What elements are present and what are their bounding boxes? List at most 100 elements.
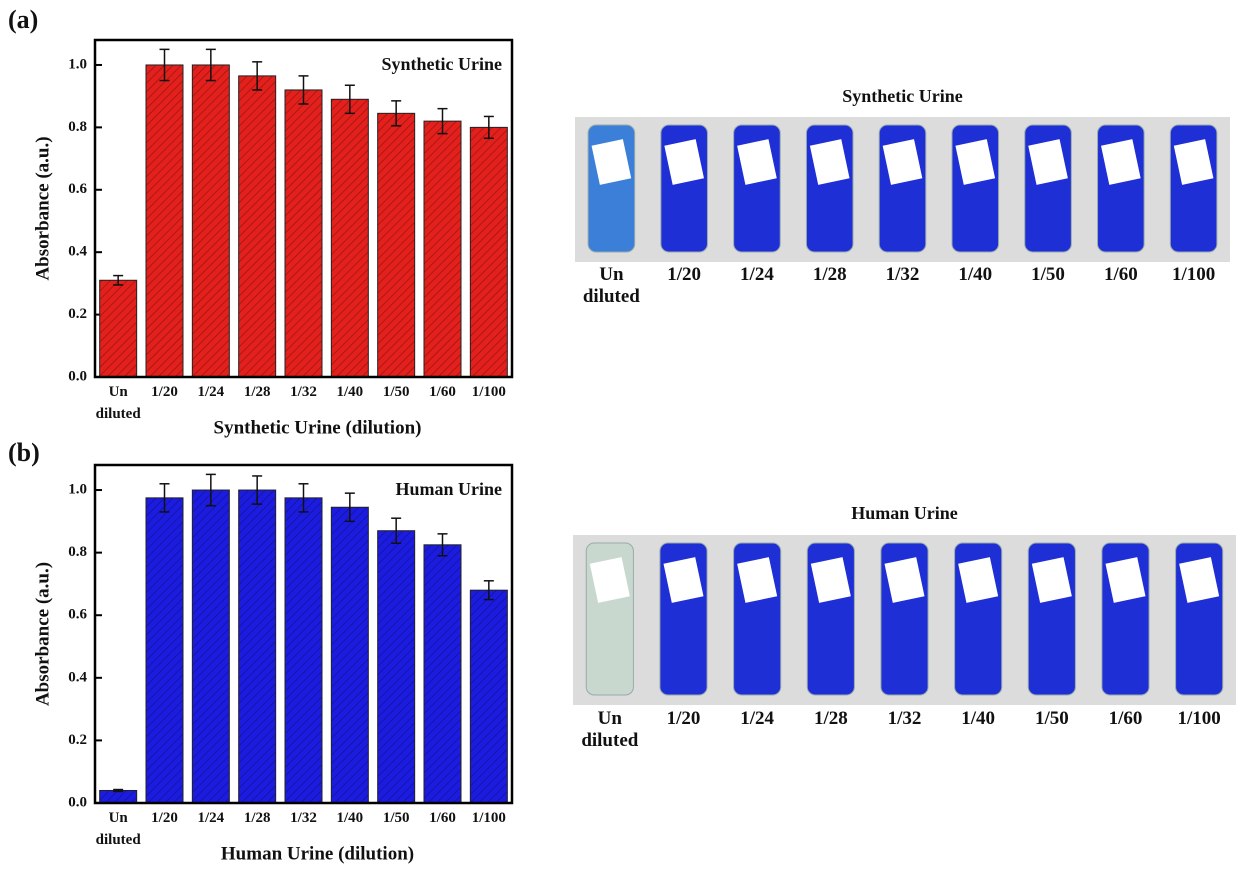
x-tick-label: 1/40 xyxy=(336,384,363,400)
y-tick-label: 0.0 xyxy=(68,794,87,810)
tube-label xyxy=(955,139,996,185)
x-tick-label: 1/28 xyxy=(244,810,271,826)
x-tick-label: 1/40 xyxy=(336,810,363,826)
bar xyxy=(145,497,184,804)
x-tick-label: 1/100 xyxy=(472,810,506,826)
tube-label xyxy=(958,557,999,603)
bar xyxy=(377,530,416,804)
x-tick-label: 1/24 xyxy=(197,810,224,826)
y-tick-label: 0.4 xyxy=(68,669,87,685)
photo-label: 1/100 xyxy=(1172,264,1215,285)
tube-label xyxy=(1101,139,1141,185)
photo-label: 1/50 xyxy=(1035,708,1069,729)
panel-label: (b) xyxy=(8,438,40,467)
error-bar xyxy=(205,48,216,82)
photo-label: 1/50 xyxy=(1031,264,1065,285)
photo-title: Human Urine xyxy=(851,503,958,523)
error-bar xyxy=(113,274,124,286)
error-bar xyxy=(298,75,309,105)
error-bar xyxy=(391,517,402,544)
tube-label xyxy=(1173,139,1214,185)
y-tick-label: 0.2 xyxy=(68,732,87,748)
error-bar xyxy=(344,84,355,115)
tube-label xyxy=(809,139,850,185)
tube-label xyxy=(1028,139,1068,185)
error-bar xyxy=(252,61,263,91)
photo-label: 1/40 xyxy=(961,708,995,729)
bar xyxy=(330,506,369,804)
x-tick-label: Un diluted xyxy=(96,810,142,848)
x-tick-label: 1/32 xyxy=(290,810,317,826)
y-axis-label: Absorbance (a.u.) xyxy=(32,562,53,706)
x-axis-label: Synthetic Urine (dilution) xyxy=(214,417,422,438)
x-tick-label: 1/60 xyxy=(429,810,456,826)
error-bar xyxy=(483,115,494,140)
error-bar xyxy=(344,492,355,523)
photo-label: Un diluted xyxy=(581,708,638,751)
photo-label: Un diluted xyxy=(583,264,640,307)
error-bar xyxy=(252,475,263,505)
tube-label xyxy=(884,557,925,603)
y-tick-label: 0.0 xyxy=(68,368,87,384)
error-bar xyxy=(205,473,216,507)
x-tick-label: 1/50 xyxy=(383,810,410,826)
bar xyxy=(423,544,462,804)
error-bar xyxy=(483,580,494,601)
tube-label xyxy=(1031,557,1072,603)
photo-label: 1/60 xyxy=(1109,708,1143,729)
y-tick-label: 0.8 xyxy=(68,119,87,135)
x-tick-label: 1/24 xyxy=(197,384,224,400)
chart-title: Human Urine xyxy=(395,479,502,499)
bar xyxy=(191,64,230,378)
tube-label xyxy=(737,557,778,603)
error-bar xyxy=(113,788,124,793)
tube-label xyxy=(737,139,777,185)
photo-label: 1/20 xyxy=(667,708,701,729)
y-tick-label: 1.0 xyxy=(68,56,87,72)
error-bar xyxy=(391,100,402,127)
error-bar xyxy=(159,48,170,82)
bar xyxy=(238,489,277,804)
plot-frame xyxy=(93,38,514,379)
plot-frame xyxy=(93,463,514,805)
bar xyxy=(469,126,508,378)
photo-label: 1/40 xyxy=(958,264,992,285)
x-tick-label: Un diluted xyxy=(96,384,142,422)
error-bar xyxy=(298,483,309,513)
tube-label xyxy=(882,139,923,185)
tube-label xyxy=(1105,557,1146,603)
bar xyxy=(330,98,369,378)
error-bar xyxy=(437,107,448,135)
y-tick-label: 0.2 xyxy=(68,306,87,322)
photo-label: 1/32 xyxy=(886,264,920,285)
tube-label xyxy=(591,139,632,185)
x-tick-label: 1/100 xyxy=(472,384,506,400)
chart-title: Synthetic Urine xyxy=(382,54,503,74)
x-tick-label: 1/20 xyxy=(151,810,178,826)
photo-label: 1/28 xyxy=(813,264,847,285)
bar xyxy=(284,497,323,804)
y-tick-label: 0.4 xyxy=(68,244,87,260)
bar xyxy=(99,279,138,378)
y-tick-label: 0.8 xyxy=(68,544,87,560)
bar xyxy=(469,589,508,804)
bar xyxy=(145,64,184,378)
bar xyxy=(284,89,323,378)
photo-label: 1/100 xyxy=(1178,708,1221,729)
tube-label xyxy=(589,557,630,603)
y-tick-label: 0.6 xyxy=(68,181,87,197)
photo-label: 1/28 xyxy=(814,708,848,729)
panel-label: (a) xyxy=(8,5,38,34)
x-tick-label: 1/60 xyxy=(429,384,456,400)
bar xyxy=(191,489,230,804)
photo-label: 1/24 xyxy=(740,708,774,729)
bar xyxy=(423,120,462,378)
bar xyxy=(238,75,277,378)
bar xyxy=(377,112,416,378)
error-bar xyxy=(159,483,170,513)
x-tick-label: 1/28 xyxy=(244,384,271,400)
photo-label: 1/32 xyxy=(888,708,922,729)
tube-label xyxy=(664,139,704,185)
x-axis-label: Human Urine (dilution) xyxy=(221,843,414,864)
